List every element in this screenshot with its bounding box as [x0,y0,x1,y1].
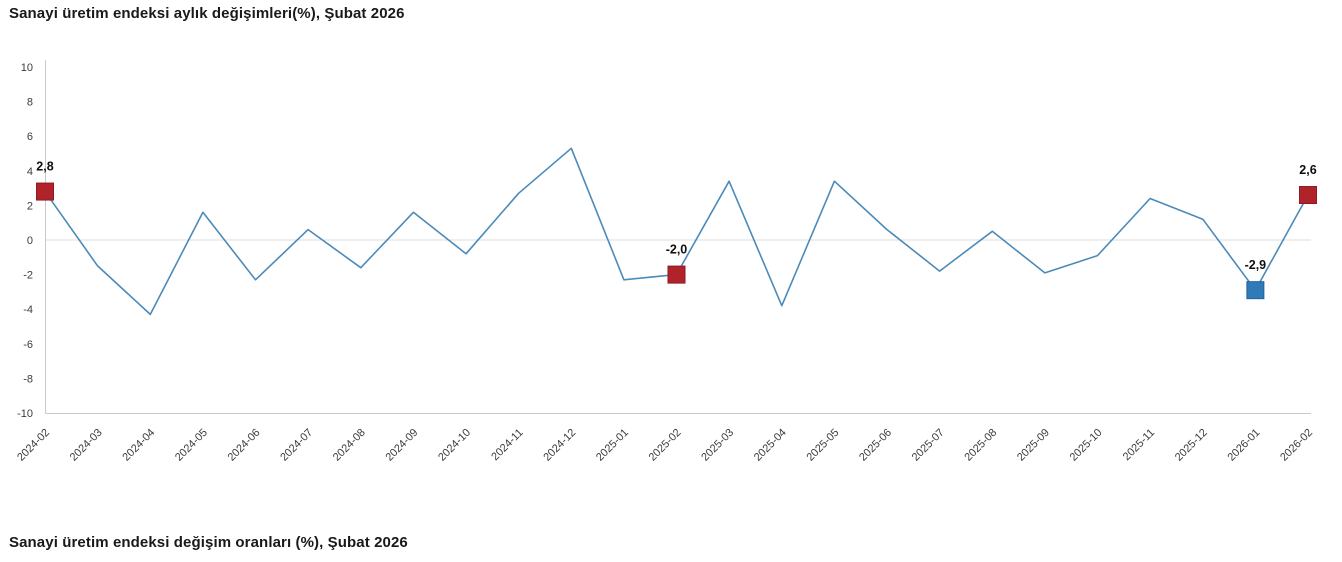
x-tick-label: 2024-03 [68,427,105,464]
point-label-2025-02: -2,0 [666,243,688,257]
chart-title: Sanayi üretim endeksi aylık değişimleri(… [9,5,405,22]
highlight-marker-2025-02 [667,265,686,284]
x-tick-label: 2025-09 [1015,427,1052,464]
y-tick-label: 8 [27,97,33,109]
y-tick-label: 2 [27,200,33,212]
x-tick-label: 2024-04 [120,427,157,464]
y-tick-label: 4 [27,166,33,178]
y-tick-label: -10 [17,408,33,420]
y-tick-label: 6 [27,131,33,143]
x-tick-label: 2025-02 [647,427,684,464]
x-tick-label: 2025-03 [699,427,736,464]
x-tick-label: 2025-07 [910,427,947,464]
x-tick-label: 2024-06 [226,427,263,464]
x-tick-label: 2024-07 [278,427,315,464]
x-tick-label: 2024-05 [173,427,210,464]
point-label-2026-01: -2,9 [1245,258,1267,272]
x-tick-label: 2026-01 [1225,427,1262,464]
x-tick-label: 2025-11 [1121,427,1157,463]
series-line [44,147,1309,316]
y-tick-label: -6 [23,339,33,351]
x-tick-label: 2025-08 [962,427,999,464]
x-tick-label: 2025-06 [857,427,894,464]
x-tick-label: 2024-12 [541,427,578,464]
x-tick-label: 2024-08 [331,427,368,464]
x-tick-label: 2025-12 [1173,427,1210,464]
x-tick-label: 2026-02 [1278,427,1315,464]
highlight-marker-2024-02 [36,182,54,201]
point-label-2024-02: 2,8 [36,160,53,174]
y-tick-label: 0 [27,235,33,247]
x-tick-label: 2025-04 [752,427,789,464]
x-tick-label: 2024-11 [489,427,525,463]
x-tick-label: 2024-02 [15,427,52,464]
y-tick-label: 10 [21,62,33,74]
y-tick-label: -2 [23,270,33,282]
x-tick-label: 2024-09 [383,427,420,464]
x-tick-label: 2025-01 [594,427,631,464]
x-tick-label: 2025-05 [804,427,841,464]
y-tick-label: -8 [23,373,33,385]
highlight-marker-2026-01 [1246,281,1265,300]
x-tick-label: 2025-10 [1068,427,1105,464]
y-tick-label: -4 [23,304,33,316]
plot-area: 10 8 6 4 2 0 -2 -4 -6 -8 -10 2024-02 2024-03 2024-04 2… [15,60,1317,464]
x-tick-label: 2024-10 [436,427,473,464]
highlight-marker-2026-02 [1299,186,1317,205]
section-title-bottom: Sanayi üretim endeksi değişim oranları (… [9,534,408,551]
point-label-2026-02: 2,6 [1299,163,1316,177]
